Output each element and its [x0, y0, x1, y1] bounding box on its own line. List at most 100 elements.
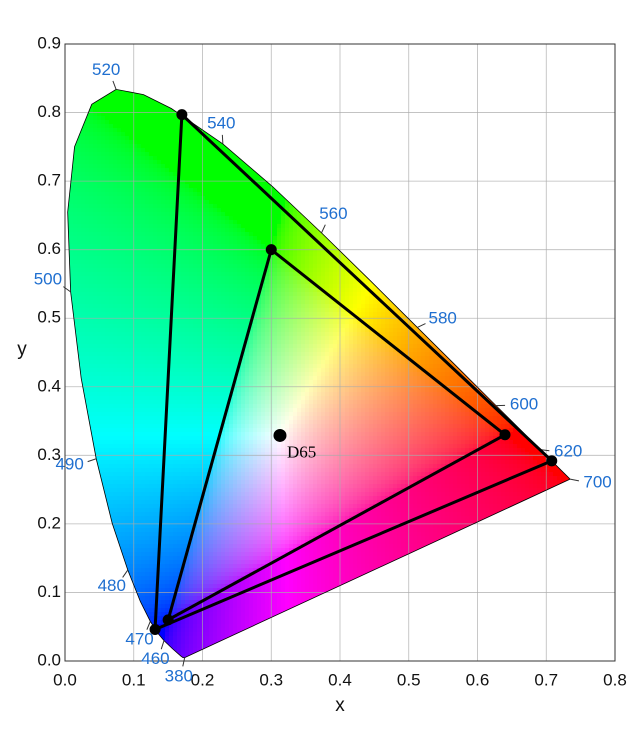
color-cell	[93, 188, 98, 193]
color-cell	[233, 180, 238, 185]
color-cell	[181, 128, 186, 133]
color-cell	[149, 288, 154, 293]
color-cell	[201, 164, 206, 169]
color-cell	[237, 220, 242, 225]
color-cell	[205, 628, 210, 633]
color-cell	[113, 184, 118, 189]
color-cell	[181, 624, 186, 629]
color-cell	[201, 596, 206, 601]
color-cell	[185, 248, 190, 253]
color-cell	[105, 360, 110, 365]
color-cell	[169, 456, 174, 461]
color-cell	[225, 520, 230, 525]
color-cell	[217, 428, 222, 433]
color-cell	[77, 140, 82, 145]
color-cell	[157, 132, 162, 137]
color-cell	[145, 448, 150, 453]
color-cell	[141, 276, 146, 281]
color-cell	[237, 484, 242, 489]
color-cell	[213, 536, 218, 541]
color-cell	[189, 228, 194, 233]
color-cell	[73, 156, 78, 161]
color-cell	[225, 216, 230, 221]
color-cell	[121, 244, 126, 249]
color-cell	[133, 524, 138, 529]
color-cell	[209, 172, 214, 177]
color-cell	[225, 496, 230, 501]
color-cell	[181, 332, 186, 337]
color-cell	[161, 612, 166, 617]
color-cell	[137, 504, 142, 509]
color-cell	[221, 180, 226, 185]
color-cell	[165, 432, 170, 437]
color-cell	[141, 216, 146, 221]
color-cell	[89, 308, 94, 313]
color-cell	[201, 480, 206, 485]
color-cell	[185, 360, 190, 365]
color-cell	[217, 268, 222, 273]
color-cell	[157, 236, 162, 241]
color-cell	[217, 556, 222, 561]
color-cell	[165, 240, 170, 245]
color-cell	[129, 160, 134, 165]
color-cell	[125, 172, 130, 177]
color-cell	[117, 284, 122, 289]
color-cell	[185, 344, 190, 349]
color-cell	[197, 580, 202, 585]
color-cell	[149, 512, 154, 517]
color-cell	[97, 356, 102, 361]
color-cell	[137, 584, 142, 589]
color-cell	[129, 132, 134, 137]
color-cell	[205, 376, 210, 381]
color-cell	[205, 488, 210, 493]
color-cell	[165, 308, 170, 313]
color-cell	[149, 164, 154, 169]
color-cell	[81, 244, 86, 249]
color-cell	[141, 384, 146, 389]
color-cell	[97, 288, 102, 293]
color-cell	[141, 192, 146, 197]
color-cell	[177, 428, 182, 433]
color-cell	[117, 136, 122, 141]
color-cell	[185, 420, 190, 425]
color-cell	[213, 572, 218, 577]
color-cell	[149, 596, 154, 601]
color-cell	[193, 312, 198, 317]
color-cell	[205, 140, 210, 145]
color-cell	[161, 328, 166, 333]
color-cell	[129, 396, 134, 401]
color-cell	[225, 620, 230, 625]
color-cell	[133, 224, 138, 229]
color-cell	[133, 352, 138, 357]
color-cell	[121, 200, 126, 205]
color-cell	[117, 496, 122, 501]
color-cell	[225, 220, 230, 225]
color-cell	[101, 456, 106, 461]
color-cell	[153, 384, 158, 389]
color-cell	[177, 620, 182, 625]
color-cell	[173, 356, 178, 361]
color-cell	[193, 420, 198, 425]
color-cell	[117, 480, 122, 485]
color-cell	[193, 432, 198, 437]
color-cell	[153, 216, 158, 221]
color-cell	[69, 260, 74, 265]
color-cell	[173, 308, 178, 313]
color-cell	[173, 376, 178, 381]
color-cell	[93, 136, 98, 141]
color-cell	[213, 548, 218, 553]
color-cell	[185, 596, 190, 601]
color-cell	[141, 448, 146, 453]
color-cell	[221, 332, 226, 337]
color-cell	[209, 512, 214, 517]
color-cell	[221, 436, 226, 441]
color-cell	[193, 208, 198, 213]
color-cell	[141, 176, 146, 181]
color-cell	[189, 564, 194, 569]
color-cell	[113, 132, 118, 137]
color-cell	[193, 160, 198, 165]
color-cell	[193, 308, 198, 313]
color-cell	[121, 156, 126, 161]
color-cell	[145, 500, 150, 505]
color-cell	[205, 252, 210, 257]
